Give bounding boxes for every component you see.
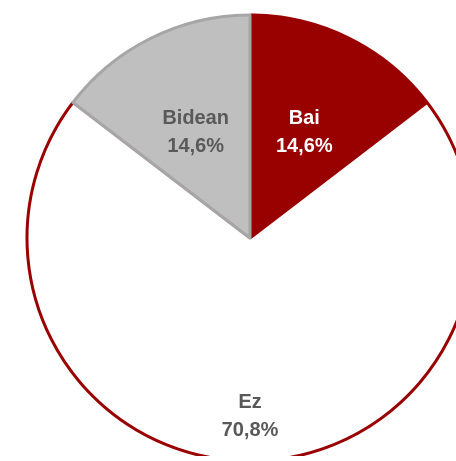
pie-labels: Bai 14,6% Ez 70,8% Bidean 14,6% — [162, 107, 333, 441]
slice-value-label-bidean: 14,6% — [167, 135, 224, 157]
slice-value-label-ez: 70,8% — [222, 419, 279, 441]
slice-value-label-bai: 14,6% — [276, 135, 333, 157]
pie-slice-bai — [248, 13, 429, 240]
slice-label-ez: Ez — [238, 391, 261, 413]
pie-slice-bidean — [71, 13, 252, 240]
pie-slices — [25, 13, 456, 461]
pie-slice-ez — [25, 100, 456, 461]
slice-label-bidean: Bidean — [162, 107, 229, 129]
slice-label-bai: Bai — [289, 107, 320, 129]
